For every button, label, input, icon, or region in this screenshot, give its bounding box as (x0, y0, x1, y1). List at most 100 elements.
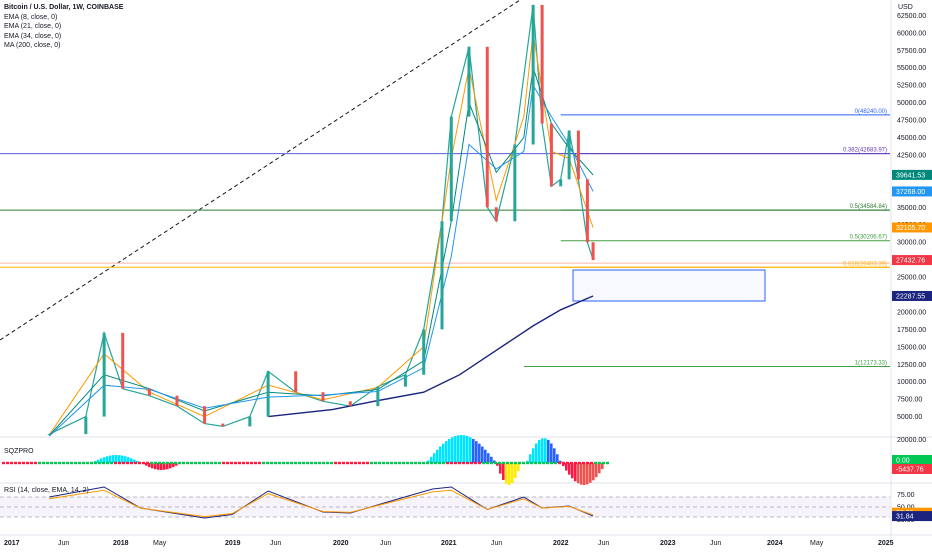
zone-box (572, 269, 766, 302)
squeeze-bar (103, 457, 106, 463)
indicator-ema8[interactable]: EMA (8, close, 0) (4, 13, 58, 21)
squeeze-bar (496, 463, 499, 466)
squeeze-bar (565, 463, 568, 471)
squeeze-bar (550, 443, 553, 463)
series-line (49, 4, 594, 435)
squeeze-dot (170, 461, 173, 465)
squeeze-bar (532, 448, 535, 463)
squeeze-dot (342, 461, 345, 465)
squeeze-dot (458, 461, 461, 465)
squeeze-dot (10, 461, 13, 465)
squeeze-bar (469, 437, 472, 463)
squeeze-dot (290, 461, 293, 465)
time-tick-label: 2020 (333, 540, 349, 547)
candle (175, 395, 179, 407)
squeeze-bar (574, 463, 577, 482)
squeeze-dot (190, 461, 193, 465)
squeeze-dot (82, 461, 85, 465)
squeeze-bar (151, 463, 154, 469)
indicator-ma200[interactable]: MA (200, close, 0) (4, 42, 61, 49)
squeeze-bar (166, 463, 169, 470)
squeeze-dot (542, 461, 545, 465)
squeeze-dot (402, 461, 405, 465)
candle (467, 46, 471, 117)
squeeze-dot (250, 461, 253, 465)
squeeze-dot (162, 461, 165, 465)
fib-label: 0(48240.00) (855, 109, 887, 115)
squeeze-dot (142, 461, 145, 465)
squeeze-bar (454, 436, 457, 463)
squeeze-dot (326, 461, 329, 465)
squeeze-dot (46, 461, 49, 465)
squeeze-dot (106, 461, 109, 465)
fib-label: 1(12173.33) (855, 361, 887, 367)
time-tick-label: 2023 (660, 540, 676, 547)
squeeze-dot (2, 461, 5, 465)
squeeze-bar (595, 463, 598, 478)
squeeze-bar (517, 463, 520, 472)
squeeze-pane: 20000.00 0.00 -5437.76 (2, 435, 932, 485)
squeeze-dot (206, 461, 209, 465)
squeeze-dot (270, 461, 273, 465)
squeeze-bar (451, 437, 454, 463)
squeeze-dot (526, 461, 529, 465)
squeeze-bar (568, 463, 571, 475)
squeeze-dot (298, 461, 301, 465)
squeeze-dot (146, 461, 149, 465)
candle (549, 123, 553, 187)
squeeze-bar (577, 463, 580, 484)
squeeze-bar (493, 460, 496, 463)
indicator-ema21[interactable]: EMA (21, close, 0) (4, 23, 62, 30)
candle (84, 416, 88, 435)
squeeze-bar (448, 438, 451, 463)
series-line (268, 295, 594, 418)
squeeze-bar (145, 463, 148, 466)
squeeze-label[interactable]: SQZPRO (4, 448, 34, 455)
squeeze-dot (238, 461, 241, 465)
rsi-label[interactable]: RSI (14, close, EMA, 14, 2) (4, 487, 89, 494)
squeeze-dot (550, 461, 553, 465)
squeeze-dot (598, 461, 601, 465)
squeeze-dot (590, 461, 593, 465)
candle (376, 386, 380, 407)
squeeze-dot (378, 461, 381, 465)
squeeze-bar (562, 463, 565, 467)
squeeze-dot (558, 461, 561, 465)
rsi-signal-line (49, 489, 594, 518)
squeeze-bar (442, 443, 445, 463)
squeeze-bar (571, 463, 574, 479)
squeeze-bar (541, 438, 544, 463)
squeeze-dot (594, 461, 597, 465)
squeeze-dot (338, 461, 341, 465)
candle (449, 116, 453, 222)
squeeze-dot (518, 461, 521, 465)
trendline (0, 0, 521, 341)
squeeze-dot (450, 461, 453, 465)
squeeze-dot (138, 461, 141, 465)
squeeze-dot (386, 461, 389, 465)
squeeze-dot (134, 461, 137, 465)
price-tag-label: 27432.76 (896, 258, 925, 265)
squeeze-dot (382, 461, 385, 465)
squeeze-bar (490, 456, 493, 463)
squeeze-dot (522, 461, 525, 465)
squeeze-dot (510, 461, 513, 465)
squeeze-dot (314, 461, 317, 465)
squeeze-bar (106, 456, 109, 463)
candle (422, 329, 426, 375)
squeeze-dot (22, 461, 25, 465)
squeeze-dot (234, 461, 237, 465)
indicator-ema34[interactable]: EMA (34, close, 0) (4, 32, 62, 40)
squeeze-dot (390, 461, 393, 465)
time-tick-label: 2018 (113, 540, 129, 547)
squeeze-dot (42, 461, 45, 465)
squeeze-dot (78, 461, 81, 465)
candle (121, 332, 125, 389)
candle (221, 423, 225, 427)
squeeze-dot (254, 461, 257, 465)
squeeze-bar (472, 438, 475, 463)
squeeze-dot (434, 461, 437, 465)
squeeze-bar (172, 463, 175, 468)
squeeze-dot (74, 461, 77, 465)
